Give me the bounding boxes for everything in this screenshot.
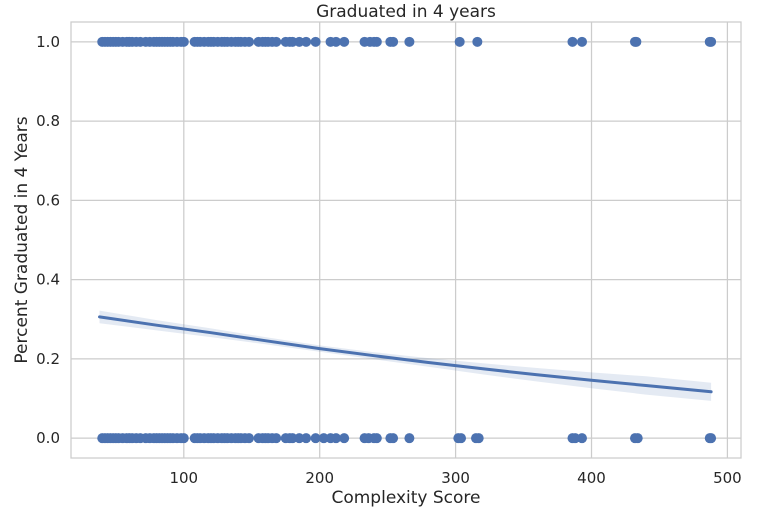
y-tick-label: 0.4	[36, 271, 60, 289]
y-tick-labels: 0.0 0.2 0.4 0.6 0.8 1.0	[36, 33, 60, 447]
data-point	[331, 36, 342, 47]
x-axis-label: Complexity Score	[331, 488, 480, 508]
data-point	[339, 36, 350, 47]
data-point	[388, 36, 399, 47]
data-point	[706, 36, 717, 47]
data-point	[567, 36, 578, 47]
chart-title: Graduated in 4 years	[316, 2, 496, 22]
x-tick-label: 500	[713, 469, 742, 487]
data-point	[310, 433, 321, 444]
x-tick-label: 200	[305, 469, 334, 487]
x-tick-label: 400	[577, 469, 606, 487]
y-tick-label: 0.6	[36, 191, 60, 209]
data-point	[454, 36, 465, 47]
regression-line-layer	[98, 315, 713, 394]
data-point	[331, 433, 342, 444]
data-point	[371, 36, 382, 47]
data-point	[178, 433, 189, 444]
data-point	[310, 36, 321, 47]
data-point	[301, 36, 312, 47]
y-tick-label: 0.8	[36, 112, 60, 130]
y-tick-label: 0.2	[36, 350, 60, 368]
y-axis-label: Percent Graduated in 4 Years	[12, 116, 32, 363]
data-point	[271, 36, 282, 47]
data-point	[473, 433, 484, 444]
data-point	[631, 36, 642, 47]
data-point	[404, 36, 415, 47]
data-point	[371, 433, 382, 444]
data-point	[271, 433, 282, 444]
data-point	[339, 433, 350, 444]
data-point	[178, 36, 189, 47]
data-point	[456, 433, 467, 444]
data-point	[244, 433, 255, 444]
data-point	[301, 433, 312, 444]
data-point	[472, 36, 483, 47]
x-tick-label: 300	[441, 469, 470, 487]
points-layer	[97, 36, 717, 444]
y-tick-label: 1.0	[36, 33, 60, 51]
data-point	[244, 36, 255, 47]
x-tick-labels: 100 200 300 400 500	[169, 469, 741, 487]
y-tick-label: 0.0	[36, 429, 60, 447]
data-point	[388, 433, 399, 444]
data-point	[576, 36, 587, 47]
data-point	[576, 433, 587, 444]
data-point	[706, 433, 717, 444]
grid	[71, 22, 741, 458]
regression-line	[98, 315, 713, 394]
data-point	[404, 433, 415, 444]
x-tick-label: 100	[169, 469, 198, 487]
data-point	[632, 433, 643, 444]
